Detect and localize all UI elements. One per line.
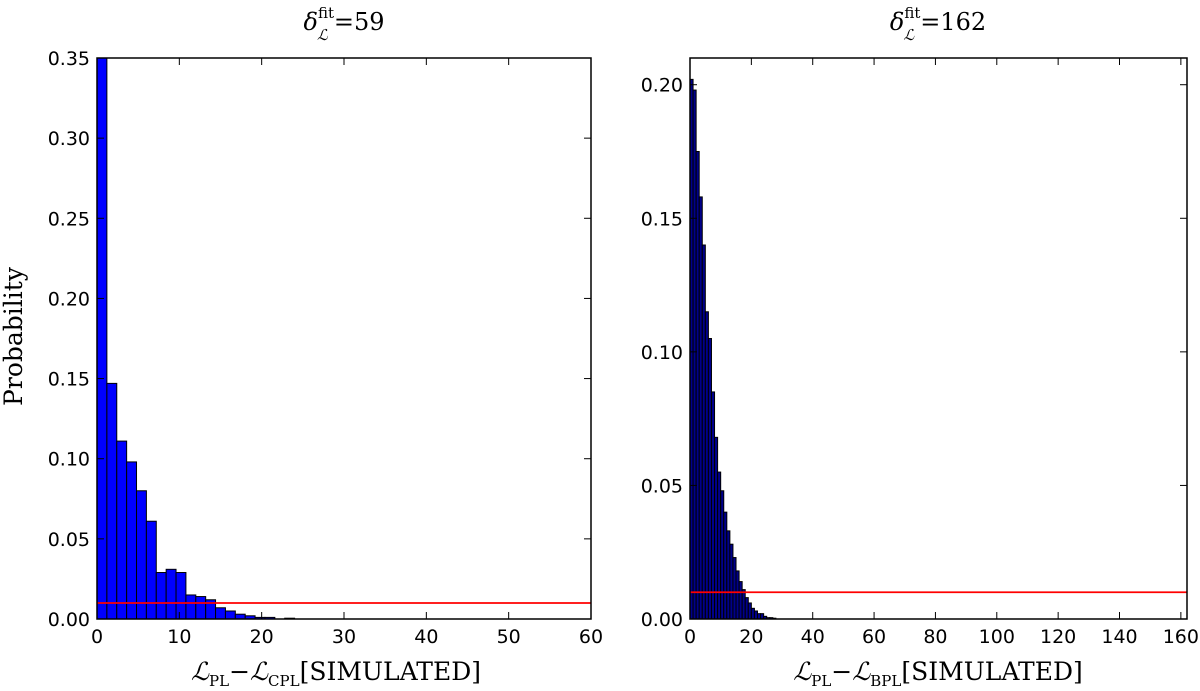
right-title-sup: fit: [904, 4, 920, 22]
right-title-value: =162: [920, 8, 986, 36]
right-ytick-label-0: 0.00: [641, 609, 683, 631]
right-xlabel-b-sub: BPL: [870, 672, 901, 690]
left-bar-7: [165, 568, 177, 620]
right-xtick-label-120: 120: [1040, 626, 1076, 648]
left-xtick-label-60: 60: [579, 626, 603, 648]
left-title-sub: ℒ: [317, 26, 329, 44]
left-ytick-label-0-35: 0.35: [48, 48, 90, 70]
left-xlabel-a: ℒ: [191, 657, 210, 686]
right-xlabel-b: ℒ: [852, 657, 871, 686]
right-xtick-label-160: 160: [1163, 626, 1199, 648]
left-title-symbol: δ: [304, 8, 318, 36]
left-xtick-label-10: 10: [167, 626, 191, 648]
left-ytick-label-0-2: 0.20: [48, 288, 90, 310]
left-bar-4: [136, 490, 147, 620]
left-plot-frame: [96, 57, 592, 620]
left-ticks: 0 10 20 30 40 50 60 0.00 0.05 0.10 0.15 0.20 0.25 0.3…: [48, 48, 603, 648]
right-title: δfit ℒ =162: [890, 4, 986, 44]
left-xtick-label-30: 30: [332, 626, 356, 648]
right-xlabel: ℒPL−ℒBPL[SIMULATED]: [793, 657, 1083, 690]
left-xtick-label-20: 20: [250, 626, 274, 648]
left-title: δfit ℒ =59: [304, 4, 385, 44]
right-xlabel-dash: −: [831, 657, 852, 686]
right-xtick-label-100: 100: [979, 626, 1015, 648]
left-title-value: =59: [334, 8, 385, 36]
left-xlabel-b: ℒ: [250, 657, 269, 686]
right-ytick-label-0-2: 0.20: [641, 75, 683, 97]
left-ylabel: Probability: [0, 266, 28, 406]
left-xlabel: ℒPL−ℒCPL[SIMULATED]: [191, 657, 481, 690]
left-xlabel-b-sub: CPL: [268, 672, 300, 690]
right-histogram-panel: 0 20 40 60 80 100 120 140 160 0.00 0.05 0.10 0.15 0.2…: [641, 4, 1199, 690]
left-xtick-label-50: 50: [497, 626, 521, 648]
left-xtick-label-40: 40: [414, 626, 438, 648]
left-bars: [96, 57, 296, 620]
left-title-sup: fit: [318, 4, 334, 22]
right-xlabel-a-sub: PL: [811, 672, 831, 690]
right-xtick-label-40: 40: [801, 626, 825, 648]
right-xtick-label-80: 80: [923, 626, 947, 648]
left-bar-5: [145, 520, 157, 620]
left-ytick-label-0-25: 0.25: [48, 208, 90, 230]
right-plot-frame: [689, 57, 1188, 620]
left-xlabel-dash: −: [229, 657, 250, 686]
left-bar-3: [126, 461, 138, 620]
right-title-symbol: δ: [890, 8, 904, 36]
left-xtick-label-0: 0: [91, 626, 103, 648]
right-ticks: 0 20 40 60 80 100 120 140 160 0.00 0.05 0.10 0.15 0.2…: [641, 58, 1199, 648]
right-xtick-label-20: 20: [739, 626, 763, 648]
left-bar-8: [175, 572, 187, 620]
left-bar-0: [96, 57, 108, 620]
left-ytick-label-0-3: 0.30: [48, 128, 90, 150]
left-bar-1: [106, 382, 118, 620]
left-bar-9: [185, 594, 197, 620]
left-bar-13: [224, 610, 236, 620]
right-xlabel-suffix: [SIMULATED]: [901, 657, 1082, 686]
right-xtick-label-0: 0: [684, 626, 696, 648]
left-ytick-label-0-1: 0.10: [48, 449, 90, 471]
left-histogram-panel: 0 10 20 30 40 50 60 0.00 0.05 0.10 0.15 0.20 0.25 0.3…: [0, 4, 603, 690]
left-ytick-label-0-05: 0.05: [48, 529, 90, 551]
right-xlabel-a: ℒ: [793, 657, 812, 686]
left-bar-10: [195, 596, 207, 620]
left-xlabel-suffix: [SIMULATED]: [300, 657, 481, 686]
left-ytick-label-0: 0.00: [48, 609, 90, 631]
right-ytick-label-0-15: 0.15: [641, 208, 683, 230]
right-bars: [689, 78, 777, 620]
right-title-sub: ℒ: [903, 26, 915, 44]
right-xtick-label-140: 140: [1101, 626, 1137, 648]
left-xlabel-a-sub: PL: [209, 672, 229, 690]
right-ytick-label-0-1: 0.10: [641, 342, 683, 364]
right-xtick-label-60: 60: [862, 626, 886, 648]
left-bar-12: [215, 607, 226, 620]
left-ytick-label-0-15: 0.15: [48, 369, 90, 391]
left-bar-6: [155, 572, 167, 620]
right-ytick-label-0-05: 0.05: [641, 475, 683, 497]
left-bar-2: [116, 440, 128, 620]
